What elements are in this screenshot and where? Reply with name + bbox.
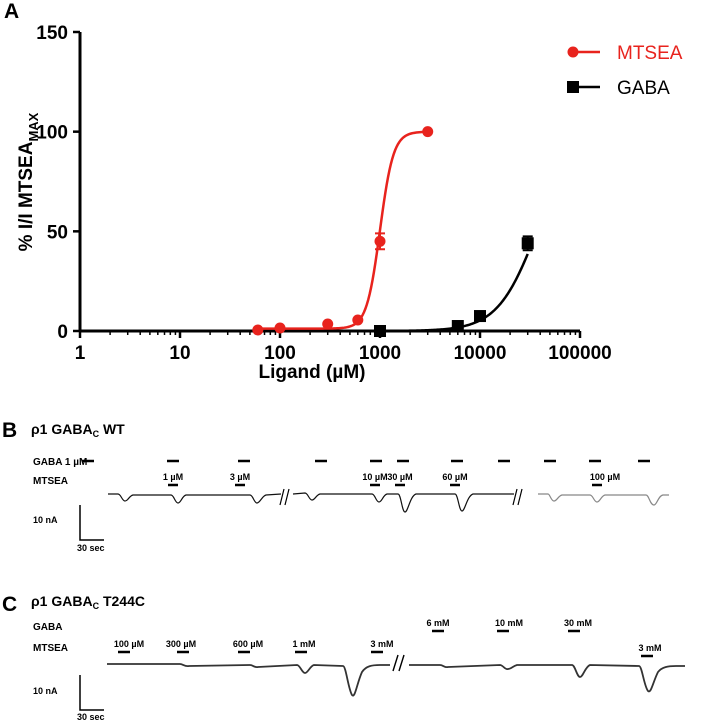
legend-label-gaba: GABA — [617, 78, 670, 99]
legend-item-mtsea: MTSEA — [567, 43, 683, 64]
data-point — [474, 310, 486, 323]
x-axis-label: Ligand (µM) — [259, 362, 366, 383]
x-tick-label: 100000 — [548, 343, 611, 364]
gaba-label: 10 mM — [495, 618, 523, 628]
mtsea-label: 100 µM — [590, 472, 620, 482]
data-point — [352, 314, 364, 326]
legend-marker-gaba — [567, 81, 579, 93]
panel-b-traces — [108, 488, 669, 513]
panel-c-gaba-row-label: GABA — [33, 622, 62, 633]
data-point — [252, 324, 264, 336]
panel-b-mtsea-labels: 1 µM 3 µM 10 µM 30 µM 60 µM 100 µM — [163, 472, 620, 487]
trace-break — [279, 488, 290, 506]
gaba-label: 30 mM — [564, 618, 592, 628]
series-layer — [252, 126, 534, 337]
y-tick-label: 50 — [47, 222, 68, 243]
panel-b-scale-bar: 10 nA 30 sec — [33, 505, 105, 553]
mtsea-label: 1 mM — [292, 639, 315, 649]
trace-break — [512, 488, 523, 506]
x-tick-label: 10000 — [454, 343, 507, 364]
scale-bar-lines — [79, 675, 104, 711]
mtsea-label: 1 µM — [163, 472, 183, 482]
panel-b-gaba-row-label: GABA 1 µM — [33, 457, 87, 468]
series-gaba — [374, 235, 534, 337]
legend: MTSEA GABA — [567, 43, 683, 99]
mtsea-label: 60 µM — [442, 472, 467, 482]
series-mtsea — [252, 126, 434, 336]
data-point — [521, 237, 534, 250]
scale-current-label: 10 nA — [33, 686, 58, 696]
y-axis-label: % I/I MTSEAMAX — [16, 112, 41, 251]
current-trace-3 — [538, 493, 669, 506]
panel-a-letter: A — [4, 0, 19, 23]
mtsea-label: 100 µM — [114, 639, 144, 649]
current-trace-1 — [108, 493, 282, 504]
data-point — [451, 320, 464, 333]
y-tick-label: 0 — [57, 322, 68, 343]
mtsea-label: 10 µM — [362, 472, 387, 482]
data-point — [422, 126, 434, 138]
current-trace-2 — [409, 664, 685, 693]
x-ticks: 1 10 100 1000 10000 100000 — [75, 331, 612, 364]
y-tick-label: 100 — [36, 123, 68, 144]
legend-label-mtsea: MTSEA — [617, 43, 683, 64]
y-ticks: 0 50 100 150 — [36, 23, 80, 343]
fit-curve-gaba — [379, 253, 529, 333]
mtsea-label: 3 mM — [638, 643, 661, 653]
x-tick-label: 1 — [75, 343, 86, 364]
current-trace-2 — [292, 492, 514, 513]
legend-item-gaba: GABA — [567, 78, 670, 99]
scale-current-label: 10 nA — [33, 515, 58, 525]
dose-response-chart: 0 50 100 150 1 10 100 1000 10000 100000 % I/I MT… — [16, 23, 683, 383]
panel-c-title: ρ1 GABAC T244C — [31, 593, 145, 611]
mtsea-label: 3 µM — [230, 472, 250, 482]
current-trace-1 — [107, 663, 390, 697]
panel-b-title: ρ1 GABAC WT — [31, 421, 125, 439]
y-tick-label: 150 — [36, 23, 68, 44]
x-tick-label: 100 — [264, 343, 296, 364]
data-point — [374, 325, 386, 337]
x-tick-label: 1000 — [359, 343, 401, 364]
panel-c-traces — [107, 654, 685, 697]
panel-c-mtsea-row-label: MTSEA — [33, 643, 68, 654]
gaba-label: 6 mM — [426, 618, 449, 628]
mtsea-label: 300 µM — [166, 639, 196, 649]
x-tick-label: 10 — [169, 343, 190, 364]
legend-marker-mtsea — [567, 46, 579, 58]
trace-break — [392, 654, 405, 672]
panel-b-letter: B — [2, 419, 17, 442]
panel-b-mtsea-row-label: MTSEA — [33, 476, 68, 487]
scale-time-label: 30 sec — [77, 712, 105, 721]
scale-time-label: 30 sec — [77, 543, 105, 553]
panel-c-scale-bar: 10 nA 30 sec — [33, 675, 105, 721]
mtsea-label: 600 µM — [233, 639, 263, 649]
data-point — [274, 322, 286, 334]
mtsea-label: 3 mM — [370, 639, 393, 649]
data-point — [374, 235, 386, 247]
axes — [78, 32, 580, 333]
fit-curve-mtsea — [257, 130, 428, 330]
data-point — [322, 318, 334, 330]
mtsea-label: 30 µM — [387, 472, 412, 482]
panel-c-letter: C — [2, 593, 17, 616]
panel-c-gaba-labels: 6 mM 10 mM 30 mM — [426, 618, 592, 633]
scale-bar-lines — [79, 505, 104, 541]
panel-c-mtsea-labels: 100 µM 300 µM 600 µM 1 mM 3 mM 3 mM — [114, 639, 662, 658]
